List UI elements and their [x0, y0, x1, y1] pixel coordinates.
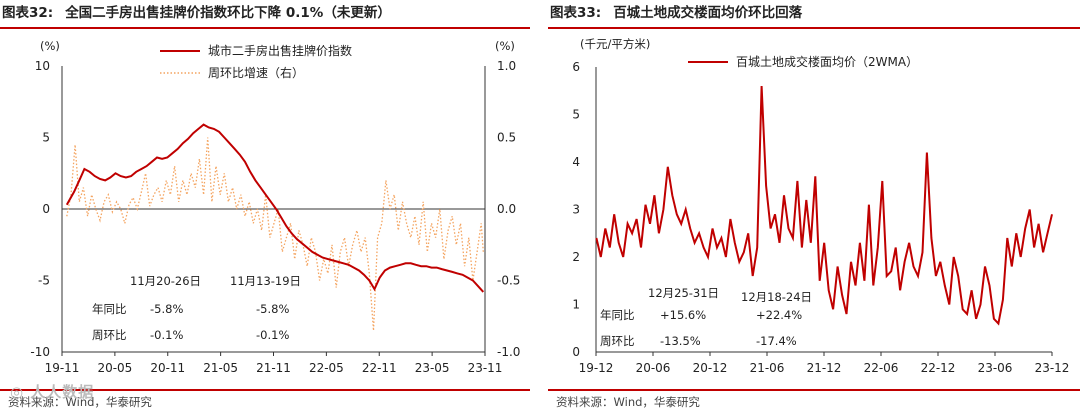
y-unit-right: (%) — [495, 39, 515, 53]
annotation-value: +15.6% — [660, 308, 706, 322]
annotation-value: -0.1% — [150, 328, 183, 342]
x-tick-label: 21-06 — [750, 361, 785, 375]
legend-label: 周环比增速（右） — [208, 65, 304, 80]
y-tick-label: 6 — [572, 60, 580, 74]
bottom-rule — [548, 389, 1080, 391]
bottom-rule — [0, 389, 530, 391]
x-tick-label: 19-11 — [45, 361, 80, 375]
y-tick-label-right: 0.5 — [497, 131, 516, 145]
y-tick-label-left: 0 — [42, 202, 50, 216]
chart-panel-1: 图表32: 全国二手房出售挂牌价指数环比下降 0.1%（未更新） -10 -5 0 5 1… — [0, 0, 530, 414]
legend-label: 百城土地成交楼面均价（2WMA） — [736, 54, 918, 69]
y-tick-label-right: 0.0 — [497, 202, 516, 216]
x-tick-label: 21-11 — [256, 361, 291, 375]
x-tick-label: 23-12 — [1035, 361, 1070, 375]
y-tick-label-right: 1.0 — [497, 59, 516, 73]
figure-label: 图表33: — [550, 5, 602, 21]
panel-title: 图表32: 全国二手房出售挂牌价指数环比下降 0.1%（未更新） — [0, 0, 530, 26]
annotation-value: -0.1% — [256, 328, 289, 342]
annotation-header: 12月25-31日 — [648, 286, 719, 300]
chart-svg-1: -10 -5 0 5 10 -1.0 -0.5 0.0 0.5 1.0 (%) (%) 19-11 20-… — [30, 39, 520, 375]
x-tick-label: 23-11 — [468, 361, 503, 375]
annotation-header: 11月20-26日 — [130, 274, 201, 288]
x-tick-label: 21-12 — [807, 361, 842, 375]
x-tick-label: 22-05 — [309, 361, 344, 375]
annotation-header: 11月13-19日 — [230, 274, 301, 288]
annotation-header: 12月18-24日 — [741, 290, 812, 304]
chart-svg-2: 0 1 2 3 4 5 6(千元/平方米) 19-12 20-06 20-12 21-06 21-12… — [572, 37, 1070, 375]
title-rule — [0, 27, 530, 29]
series-line-land-price — [595, 85, 1053, 326]
x-tick-label: 22-12 — [921, 361, 956, 375]
y-unit: (千元/平方米) — [580, 37, 650, 51]
y-tick-label-left: 10 — [35, 59, 50, 73]
x-tick-label: 22-06 — [864, 361, 899, 375]
x-tick-label: 20-06 — [636, 361, 671, 375]
chart-panel-2: 图表33: 百城土地成交楼面均价环比回落 0 1 2 3 4 5 6 (千元/平方米) 19-12… — [548, 0, 1080, 414]
x-tick-label: 20-11 — [150, 361, 185, 375]
figure-label: 图表32: — [2, 5, 54, 21]
annotation-value: -5.8% — [150, 302, 183, 316]
y-tick-label-left: -10 — [30, 345, 50, 359]
annotation-value: -13.5% — [660, 334, 701, 348]
y-tick-label: 5 — [572, 108, 580, 122]
annotation-value: -17.4% — [756, 334, 797, 348]
annotation-row-label: 周环比 — [600, 334, 635, 348]
y-tick-label: 0 — [572, 345, 580, 359]
x-tick-label: 23-06 — [978, 361, 1013, 375]
annotation-row-label: 周环比 — [92, 328, 127, 342]
y-tick-label-left: -5 — [38, 274, 50, 288]
annotation-row-label: 年同比 — [92, 302, 127, 316]
annotation-value: -5.8% — [256, 302, 289, 316]
source-note: 资料来源：Wind，华泰研究 — [556, 395, 700, 409]
y-tick-label: 4 — [572, 155, 580, 169]
annotation-value: +22.4% — [756, 308, 802, 322]
x-tick-label: 23-05 — [415, 361, 450, 375]
y-tick-label: 3 — [572, 203, 580, 217]
annotation-row-label: 年同比 — [600, 308, 635, 322]
panel-title: 图表33: 百城土地成交楼面均价环比回落 — [548, 0, 1080, 26]
series-line-price-index — [65, 123, 485, 293]
y-tick-label-left: 5 — [42, 131, 50, 145]
x-tick-label: 21-05 — [203, 361, 238, 375]
series-line-weekly-growth — [66, 137, 484, 331]
y-tick-label-right: -0.5 — [497, 274, 520, 288]
x-tick-label: 20-05 — [97, 361, 132, 375]
y-tick-label-right: -1.0 — [497, 345, 520, 359]
figure-title: 百城土地成交楼面均价环比回落 — [613, 5, 803, 21]
watermark-logo: ◎ 人人数据 — [10, 383, 95, 401]
x-tick-label: 20-12 — [693, 361, 728, 375]
figure-title: 全国二手房出售挂牌价指数环比下降 0.1%（未更新） — [65, 5, 391, 21]
source-note: 资料来源：Wind，华泰研究 — [8, 395, 152, 409]
x-tick-label: 22-11 — [362, 361, 397, 375]
y-unit-left: (%) — [40, 39, 60, 53]
title-rule — [548, 27, 1080, 29]
legend-label: 城市二手房出售挂牌价指数 — [208, 43, 352, 58]
x-tick-label: 19-12 — [579, 361, 614, 375]
y-tick-label: 1 — [572, 298, 580, 312]
y-tick-label: 2 — [572, 250, 580, 264]
